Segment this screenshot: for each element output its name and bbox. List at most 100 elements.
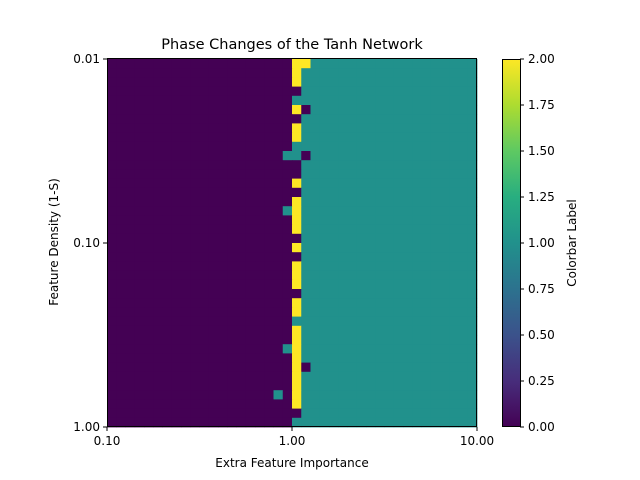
heatmap-cell: [347, 307, 358, 317]
heatmap-cell: [310, 123, 321, 133]
heatmap-cell: [171, 279, 182, 290]
heatmap-cell: [292, 114, 302, 124]
heatmap-cell: [403, 77, 413, 87]
heatmap-cell: [181, 316, 191, 327]
heatmap-cell: [440, 141, 450, 152]
heatmap-cell: [116, 307, 126, 317]
heatmap-cell: [273, 261, 284, 271]
heatmap-cell: [347, 252, 358, 262]
heatmap-cell: [264, 68, 274, 78]
heatmap-cell: [190, 261, 200, 271]
heatmap-cell: [440, 243, 450, 253]
heatmap-cell: [338, 95, 348, 106]
heatmap-cell: [181, 197, 191, 207]
heatmap-cell: [430, 197, 441, 207]
heatmap-cell: [319, 160, 330, 170]
heatmap-cell: [107, 243, 117, 253]
heatmap-cell: [190, 279, 200, 290]
heatmap-cell: [116, 316, 126, 327]
heatmap-cell: [236, 151, 247, 161]
heatmap-cell: [255, 289, 265, 299]
x-tick-label: 10.00: [460, 434, 494, 448]
heatmap-cell: [144, 316, 154, 327]
heatmap-cell: [245, 270, 256, 281]
heatmap-cell: [236, 77, 247, 87]
heatmap-cell: [245, 178, 256, 189]
heatmap-cell: [430, 68, 441, 78]
heatmap-cell: [227, 105, 237, 115]
heatmap-cell: [356, 362, 367, 373]
heatmap-cell: [384, 289, 395, 299]
heatmap-cell: [134, 261, 145, 271]
heatmap-cell: [301, 399, 311, 409]
heatmap-cell: [449, 105, 459, 115]
heatmap-cell: [134, 325, 145, 336]
heatmap-cell: [245, 233, 256, 244]
heatmap-cell: [301, 261, 311, 271]
heatmap-cell: [430, 390, 441, 400]
heatmap-cell: [440, 399, 450, 409]
heatmap-cell: [458, 206, 469, 216]
heatmap-cell: [366, 390, 376, 400]
heatmap-cell: [153, 289, 163, 299]
heatmap-cell: [218, 325, 228, 336]
heatmap-cell: [366, 298, 376, 308]
heatmap-cell: [467, 261, 478, 271]
heatmap-cell: [421, 381, 432, 391]
heatmap-cell: [144, 417, 154, 428]
heatmap-cell: [301, 95, 311, 106]
heatmap-cell: [282, 270, 293, 281]
heatmap-cell: [107, 390, 117, 400]
heatmap-cell: [227, 298, 237, 308]
heatmap-cell: [338, 224, 348, 235]
heatmap-cell: [338, 261, 348, 271]
heatmap-cell: [347, 381, 358, 391]
heatmap-cell: [190, 371, 200, 382]
heatmap-cell: [190, 215, 200, 225]
heatmap-cell: [153, 390, 163, 400]
heatmap-cell: [255, 298, 265, 308]
heatmap-cell: [144, 381, 154, 391]
heatmap-cell: [273, 132, 284, 143]
heatmap-cell: [236, 197, 247, 207]
heatmap-cell: [162, 307, 173, 317]
heatmap-cell: [449, 141, 459, 152]
heatmap-cell: [245, 298, 256, 308]
heatmap-cell: [329, 68, 339, 78]
heatmap-cell: [171, 178, 182, 189]
heatmap-cell: [356, 381, 367, 391]
heatmap-cell: [236, 399, 247, 409]
heatmap-cell: [218, 252, 228, 262]
heatmap-cell: [171, 252, 182, 262]
heatmap-cell: [338, 289, 348, 299]
heatmap-cell: [440, 316, 450, 327]
heatmap-cell: [144, 59, 154, 69]
heatmap-cell: [458, 335, 469, 345]
heatmap-cell: [162, 68, 173, 78]
heatmap-cell: [440, 114, 450, 124]
heatmap-cell: [338, 316, 348, 327]
heatmap-cell: [208, 362, 219, 373]
heatmap-cell: [264, 252, 274, 262]
heatmap-cell: [356, 123, 367, 133]
heatmap-cell: [440, 197, 450, 207]
heatmap-cell: [162, 169, 173, 179]
heatmap-cell: [467, 206, 478, 216]
heatmap-cell: [153, 206, 163, 216]
heatmap-cell: [181, 362, 191, 373]
heatmap-cell: [264, 325, 274, 336]
heatmap-cell: [292, 279, 302, 290]
heatmap-cell: [375, 417, 385, 428]
heatmap-cell: [384, 86, 395, 97]
colorbar-tick-label: 0.25: [528, 374, 555, 388]
heatmap-cell: [393, 381, 404, 391]
heatmap-cell: [412, 243, 422, 253]
heatmap-cell: [181, 335, 191, 345]
heatmap-cell: [245, 77, 256, 87]
heatmap-cell: [245, 243, 256, 253]
heatmap-cell: [449, 224, 459, 235]
heatmap-cell: [190, 270, 200, 281]
heatmap-cell: [430, 206, 441, 216]
heatmap-cell: [458, 233, 469, 244]
heatmap-cell: [273, 399, 284, 409]
